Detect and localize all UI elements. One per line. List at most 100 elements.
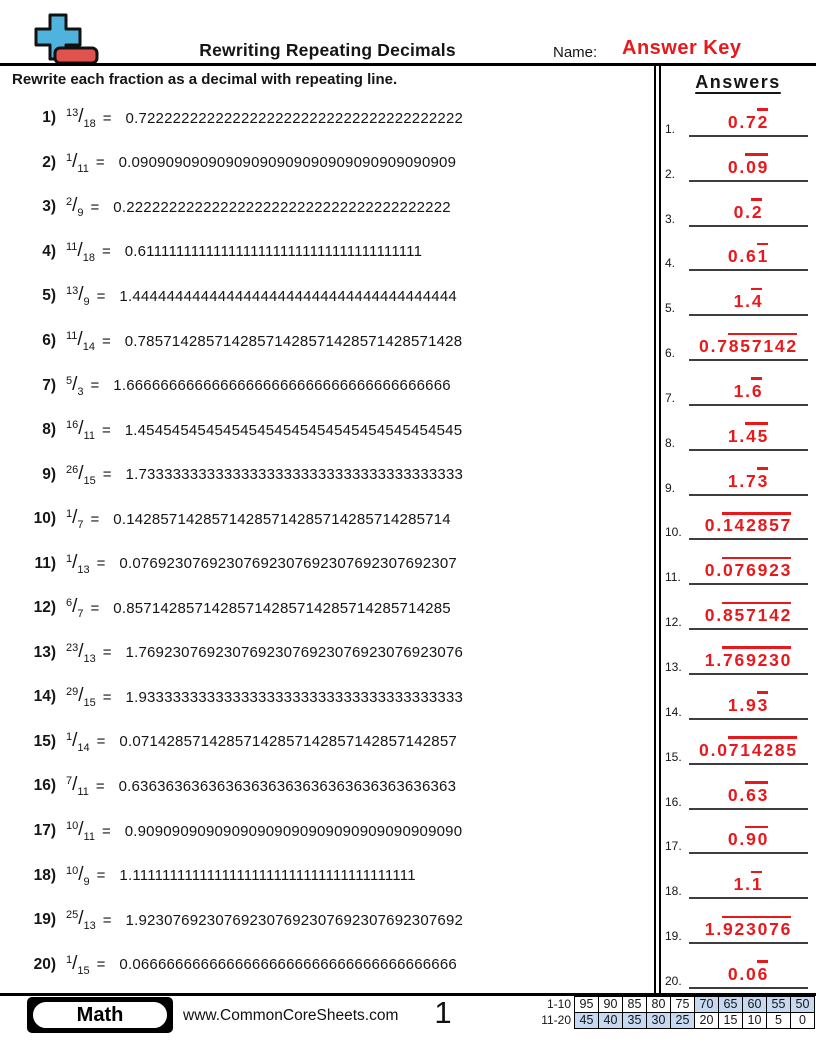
problem-row: 15) 1/14 = 0.071428571428571428571428571…	[10, 720, 650, 765]
answer-number: 18.	[665, 884, 682, 899]
fraction-numerator: 6	[66, 597, 73, 610]
problem-row: 20) 1/15 = 0.066666666666666666666666666…	[10, 942, 650, 987]
answer-repeating-part-overline: 3	[757, 694, 770, 715]
fraction: 1/14	[66, 730, 90, 754]
fraction-slash: /	[78, 908, 84, 930]
answer-repeating-part-overline: 63	[746, 784, 770, 805]
answer-nonrepeating-part: 1.	[727, 425, 747, 446]
fraction: 2/9	[66, 195, 84, 219]
equals-sign: =	[102, 644, 112, 662]
fraction: 26/15	[66, 463, 96, 487]
answer-nonrepeating-part: 1.	[733, 291, 752, 312]
answer-repeating-part-overline: 09	[746, 156, 770, 177]
answer-repeating-part-overline: 6	[751, 380, 764, 401]
problem-row: 3) 2/9 = 0.22222222222222222222222222222…	[10, 185, 650, 230]
problem-number: 10)	[33, 510, 56, 528]
problem-number: 13)	[33, 643, 56, 661]
answer-repeating-part-overline: 142857	[723, 515, 793, 536]
answer-item: 3. 0.2	[658, 186, 814, 231]
fraction-denominator: 13	[77, 563, 90, 576]
answer-blank-line: 0.7857142	[689, 336, 808, 362]
answer-nonrepeating-part: 0.	[733, 201, 752, 222]
answer-blank-line: 0.90	[689, 829, 808, 855]
answer-value: 0.63	[728, 785, 769, 805]
fraction-denominator: 14	[77, 741, 90, 754]
fraction: 16/11	[66, 418, 95, 442]
equals-sign: =	[95, 154, 105, 172]
fraction-slash: /	[72, 195, 78, 217]
answer-number: 15.	[665, 749, 682, 764]
answer-blank-line: 1.4	[689, 291, 808, 317]
score-row-label: 1-10	[546, 997, 571, 1011]
answer-repeating-part-overline: 714285	[728, 739, 798, 760]
answer-value: 0.61	[728, 246, 769, 266]
problem-number: 15)	[33, 732, 56, 750]
answer-blank-line: 1.45	[689, 425, 808, 451]
answer-blank-line: 0.142857	[689, 515, 808, 541]
answers-column-divider	[654, 66, 661, 993]
fraction: 1/13	[66, 552, 90, 576]
answer-key-label: Answer Key	[622, 37, 742, 59]
answer-value: 0.90	[728, 829, 769, 849]
fraction-denominator: 18	[83, 118, 96, 131]
answer-number: 14.	[665, 704, 682, 719]
fraction-denominator: 11	[83, 430, 95, 443]
decimal-expansion: 1.66666666666666666666666666666666666666	[113, 377, 451, 395]
score-cell: 40	[598, 1012, 623, 1029]
answer-repeating-part-overline: 923076	[723, 919, 793, 940]
answer-value: 0.72	[728, 112, 769, 132]
score-cell: 50	[790, 996, 815, 1013]
answer-blank-line: 0.61	[689, 246, 808, 272]
answer-nonrepeating-part: 1.	[704, 919, 723, 940]
score-cell: 85	[622, 996, 647, 1013]
fraction-denominator: 15	[83, 474, 96, 487]
answer-repeating-part-overline: 1	[757, 246, 770, 267]
answer-item: 12. 0.857142	[658, 589, 814, 634]
decimal-expansion: 1.76923076923076923076923076923076923076	[125, 644, 464, 662]
answer-number: 20.	[665, 973, 682, 988]
answer-blank-line: 0.0714285	[689, 740, 808, 765]
answer-item: 13. 1.769230	[658, 634, 814, 679]
problem-number: 18)	[33, 866, 56, 884]
fraction-slash: /	[78, 106, 84, 128]
fraction-numerator: 10	[66, 864, 79, 877]
math-badge-label: Math	[31, 1000, 169, 1030]
answer-blank-line: 1.923076	[689, 919, 808, 945]
fraction: 25/13	[66, 908, 96, 932]
answer-nonrepeating-part: 0.7	[727, 111, 758, 132]
fraction-numerator: 5	[66, 374, 73, 387]
fraction-slash: /	[78, 819, 84, 841]
page-title: Rewriting Repeating Decimals	[199, 40, 456, 60]
answer-value: 1.73	[728, 471, 769, 491]
problem-row: 16) 7/11 = 0.636363636363636363636363636…	[10, 764, 650, 809]
score-row-1-10: 1-10 95 90 85 80 75 70 65 60 55 50	[537, 996, 815, 1013]
answer-item: 11. 0.076923	[658, 544, 814, 589]
score-cell: 80	[646, 996, 671, 1013]
answer-value: 0.076923	[705, 560, 792, 580]
problem-number: 19)	[33, 911, 56, 929]
problem-row: 12) 6/7 = 0.8571428571428571428571428571…	[10, 586, 650, 631]
fraction: 5/3	[66, 374, 84, 398]
fraction-slash: /	[78, 863, 84, 885]
answer-nonrepeating-part: 1.	[704, 649, 723, 670]
problem-row: 6) 11/14 = 0.785714285714285714285714285…	[10, 319, 650, 364]
score-cell: 55	[766, 996, 791, 1013]
problem-row: 10) 1/7 = 0.1428571428571428571428571428…	[10, 497, 650, 542]
fraction-denominator: 15	[77, 964, 90, 977]
answer-item: 2. 0.09	[658, 141, 814, 186]
problem-row: 11) 1/13 = 0.076923076923076923076923076…	[10, 541, 650, 586]
answer-value: 0.0714285	[699, 740, 798, 760]
answer-number: 12.	[665, 615, 682, 630]
answer-item: 17. 0.90	[658, 814, 814, 859]
decimal-expansion: 0.09090909090909090909090909090909090909	[118, 154, 457, 172]
decimal-expansion: 0.90909090909090909090909090909090909090	[124, 822, 463, 840]
score-cell: 65	[718, 996, 743, 1013]
equals-sign: =	[90, 599, 100, 617]
answer-repeating-part-overline: 3	[757, 470, 770, 491]
fraction: 7/11	[66, 774, 89, 798]
answer-item: 16. 0.63	[658, 769, 814, 814]
answer-value: 0.7857142	[699, 336, 798, 356]
decimal-expansion: 1.11111111111111111111111111111111111111	[119, 867, 416, 885]
score-cell: 70	[694, 996, 719, 1013]
instruction-text: Rewrite each fraction as a decimal with …	[12, 71, 398, 88]
